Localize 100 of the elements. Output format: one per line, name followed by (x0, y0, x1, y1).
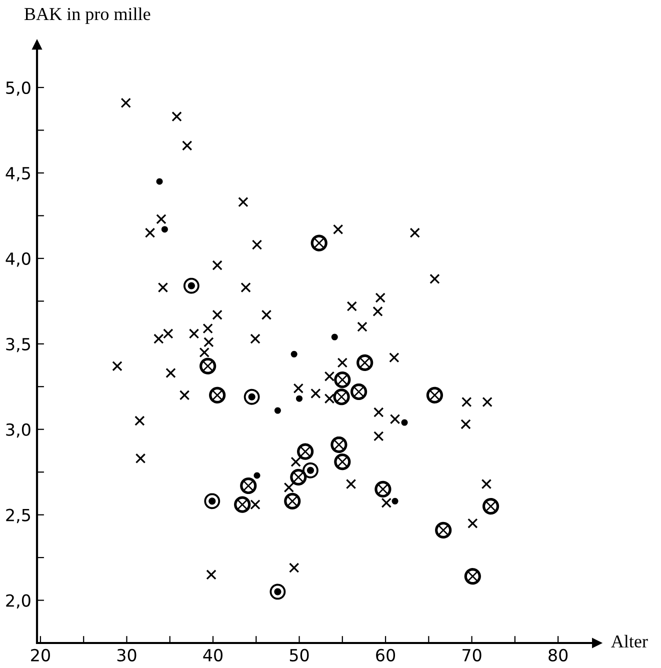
point (290, 468, 307, 486)
point (244, 388, 260, 405)
point (310, 388, 321, 399)
y-axis-title: BAK in pro mille (24, 7, 150, 24)
point (188, 328, 200, 339)
point (426, 386, 444, 404)
point (332, 224, 344, 234)
point (112, 360, 122, 372)
point (172, 111, 182, 122)
point (482, 498, 500, 515)
point (261, 310, 272, 320)
x-tick-label: 20 (31, 648, 50, 662)
point (331, 334, 338, 340)
point (234, 496, 251, 513)
point (288, 562, 300, 573)
point (482, 396, 492, 408)
point (350, 383, 368, 400)
point (204, 337, 214, 348)
point (183, 278, 200, 294)
x-tick-label: 50 (290, 648, 309, 662)
point (357, 322, 368, 332)
point (270, 584, 286, 600)
x-tick-label: 80 (548, 648, 568, 662)
point (290, 350, 298, 358)
point (284, 482, 294, 493)
point (163, 328, 174, 339)
point (209, 386, 226, 404)
y-tick-label: 2,0 (6, 594, 30, 609)
point (374, 431, 384, 442)
point (337, 358, 348, 368)
point (401, 419, 408, 426)
y-tick-label: 2,5 (6, 508, 30, 524)
x-tick-label: 60 (376, 648, 396, 662)
point (240, 477, 257, 494)
point (250, 334, 260, 344)
point (144, 228, 156, 238)
point (390, 414, 400, 424)
point (154, 334, 164, 344)
y-tick-label: 4,5 (6, 167, 30, 182)
point (310, 234, 328, 252)
point (135, 453, 146, 464)
point (374, 480, 392, 498)
x-tick-label: 40 (203, 648, 222, 662)
point (460, 419, 471, 430)
point (238, 196, 248, 208)
point (330, 436, 348, 454)
y-tick-label: 4,0 (6, 252, 30, 267)
point (324, 393, 335, 404)
point (290, 456, 301, 467)
point (430, 274, 440, 284)
point (202, 323, 213, 334)
point (200, 358, 216, 374)
x-tick-label: 70 (462, 648, 482, 662)
point (120, 98, 131, 108)
point (464, 568, 481, 585)
point (199, 347, 210, 358)
point (346, 301, 358, 312)
point (158, 282, 168, 293)
point (156, 214, 166, 224)
point (206, 570, 216, 580)
point (374, 407, 384, 418)
point (240, 282, 251, 293)
x-tick-label: 30 (117, 648, 136, 662)
point (324, 371, 335, 382)
point (375, 292, 386, 303)
point (356, 354, 374, 371)
point (462, 396, 472, 408)
point (410, 228, 420, 238)
point (252, 240, 262, 250)
point (481, 478, 492, 490)
point (182, 140, 192, 151)
point (179, 390, 190, 400)
point (156, 178, 163, 185)
y-tick-label: 3,5 (6, 338, 30, 352)
point (274, 407, 281, 414)
point (333, 388, 350, 406)
point (392, 498, 398, 504)
point (296, 395, 303, 402)
point (204, 493, 220, 510)
point (134, 416, 145, 426)
point (346, 478, 356, 490)
point (284, 492, 301, 510)
point (372, 306, 383, 317)
point (166, 368, 176, 378)
point (161, 226, 168, 233)
point (435, 522, 452, 538)
point (250, 499, 260, 510)
point (334, 371, 351, 388)
point (212, 260, 222, 270)
point (389, 352, 400, 363)
x-axis-title: Alter (611, 634, 648, 648)
y-tick-label: 5,0 (6, 81, 30, 96)
point (468, 518, 478, 528)
point (334, 454, 351, 470)
point (212, 310, 222, 320)
point (254, 472, 260, 479)
point (302, 462, 318, 478)
point (297, 443, 314, 460)
point (293, 383, 304, 394)
point (381, 498, 392, 508)
